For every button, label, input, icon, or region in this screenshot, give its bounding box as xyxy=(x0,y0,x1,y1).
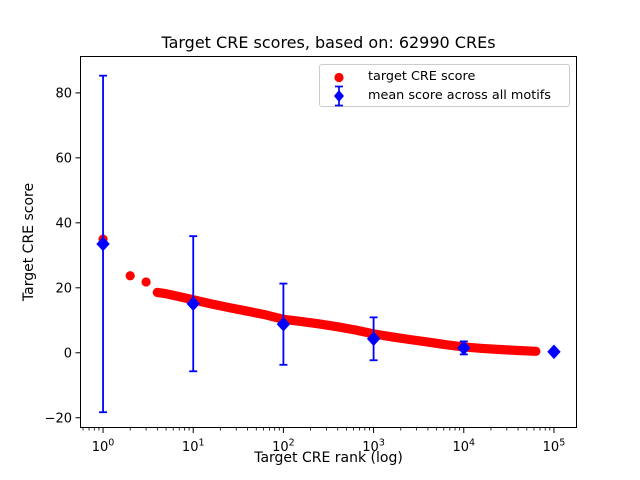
legend-label-target-cre-score: target CRE score xyxy=(368,69,476,84)
legend-entry-mean-score: mean score across all motifs xyxy=(326,85,565,106)
target-points-band xyxy=(152,287,541,356)
x-tick-label: 101 xyxy=(182,438,205,456)
y-tick-label: −20 xyxy=(45,411,72,426)
y-axis-label: Target CRE score xyxy=(21,182,37,302)
target-point xyxy=(125,271,135,281)
mean-diamond-marker xyxy=(186,296,200,312)
legend-entry-target-cre-score: target CRE score xyxy=(326,67,565,86)
y-tick-label: 20 xyxy=(55,281,72,296)
x-tick-label: 104 xyxy=(452,438,475,456)
x-axis-label: Target CRE rank (log) xyxy=(254,450,403,466)
axes-border xyxy=(80,56,577,428)
mean-diamond-marker xyxy=(276,316,291,332)
blue-diamond-errorbar-marker-icon xyxy=(334,85,344,106)
legend-red-dot xyxy=(334,72,344,82)
y-tick-label: 40 xyxy=(55,216,72,231)
mean-score-series xyxy=(96,74,561,414)
target-point xyxy=(141,277,151,287)
axes-background xyxy=(80,56,577,428)
x-tick-label: 102 xyxy=(272,438,295,456)
y-tick-label: 60 xyxy=(55,151,72,166)
x-tick-label: 105 xyxy=(543,438,566,456)
y-tick-label: 0 xyxy=(64,346,72,361)
mean-diamond-marker xyxy=(96,236,110,252)
x-tick-label: 103 xyxy=(362,438,385,456)
legend: target CRE score mean score across all m… xyxy=(319,64,570,107)
x-tick-label: 100 xyxy=(92,438,115,456)
red-circle-marker-icon xyxy=(334,72,344,82)
mean-diamond-marker xyxy=(457,340,471,356)
mean-diamond-marker xyxy=(366,331,381,347)
legend-label-mean-score: mean score across all motifs xyxy=(368,88,551,103)
mean-diamond-marker xyxy=(547,344,561,360)
y-tick-label: 80 xyxy=(55,86,72,101)
target-cre-score-series xyxy=(98,234,541,356)
chart-title: Target CRE scores, based on: 62990 CREs xyxy=(161,33,496,52)
legend-blue-diamond xyxy=(334,89,344,102)
